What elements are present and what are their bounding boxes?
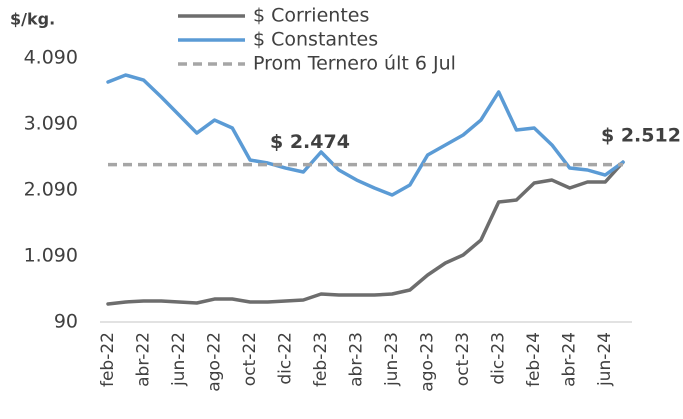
legend-label: $ Corrientes bbox=[253, 5, 369, 27]
x-tick-label: feb-22 bbox=[98, 332, 118, 387]
x-tick-label: feb-24 bbox=[524, 332, 544, 387]
x-tick-label: ago-22 bbox=[205, 332, 225, 392]
x-tick-label: oct-22 bbox=[240, 332, 260, 386]
series-line bbox=[106, 73, 625, 197]
y-tick-label: 2.090 bbox=[24, 179, 78, 201]
legend-label: $ Constantes bbox=[253, 29, 378, 51]
x-tick-label: ago-23 bbox=[418, 332, 438, 392]
y-tick-label: 1.090 bbox=[24, 245, 78, 267]
y-tick-label: 90 bbox=[54, 311, 78, 333]
x-tick-label: abr-22 bbox=[134, 332, 154, 387]
data-label: $ 2.512 bbox=[601, 125, 681, 147]
x-tick-label: jun-24 bbox=[595, 332, 615, 387]
y-axis-label: $/kg. bbox=[10, 10, 55, 29]
x-tick-label: abr-24 bbox=[560, 332, 580, 387]
x-tick-label: dic-22 bbox=[276, 332, 296, 385]
series-line bbox=[106, 160, 625, 306]
x-tick-label: oct-23 bbox=[453, 332, 473, 386]
x-tick-label: jun-23 bbox=[382, 332, 402, 387]
x-tick-label: feb-23 bbox=[311, 332, 331, 387]
y-tick-label: 3.090 bbox=[24, 113, 78, 135]
y-tick-label: 4.090 bbox=[24, 47, 78, 69]
x-tick-label: dic-23 bbox=[489, 332, 509, 385]
reference-label: $ 2.474 bbox=[270, 131, 350, 153]
x-tick-label: abr-23 bbox=[347, 332, 367, 387]
legend-label: Prom Ternero últ 6 Jul bbox=[253, 53, 456, 75]
x-tick-label: jun-22 bbox=[169, 332, 189, 387]
